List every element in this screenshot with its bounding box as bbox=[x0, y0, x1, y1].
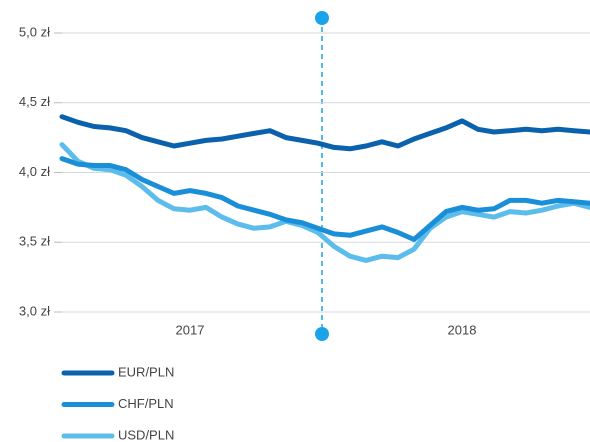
series-line bbox=[59, 142, 590, 263]
legend-label: USD/PLN bbox=[118, 427, 174, 442]
y-tick-label: 3,5 zł bbox=[19, 234, 50, 249]
series-line bbox=[59, 156, 590, 242]
y-tick-label: 4,0 zł bbox=[19, 164, 50, 179]
legend-label: EUR/PLN bbox=[118, 364, 174, 379]
y-tick-label: 5,0 zł bbox=[19, 24, 50, 39]
y-tick-label: 3,0 zł bbox=[19, 303, 50, 318]
legend-label: CHF/PLN bbox=[118, 396, 174, 411]
y-tick-label: 4,5 zł bbox=[19, 94, 50, 109]
x-tick-label: 2017 bbox=[176, 322, 205, 337]
x-tick-label: 2018 bbox=[448, 322, 477, 337]
marker-dot bbox=[315, 327, 329, 341]
marker-dot bbox=[315, 11, 329, 25]
series-line bbox=[59, 114, 590, 152]
